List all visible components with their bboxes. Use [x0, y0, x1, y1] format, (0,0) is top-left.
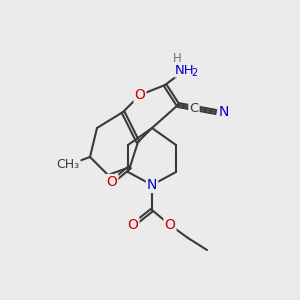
- Text: H: H: [172, 52, 182, 64]
- Text: O: O: [128, 218, 138, 232]
- Text: C: C: [189, 102, 199, 115]
- Text: O: O: [106, 175, 117, 189]
- Text: N: N: [219, 105, 229, 119]
- Text: O: O: [135, 88, 146, 102]
- Text: 2: 2: [191, 68, 197, 78]
- Text: N: N: [147, 178, 157, 192]
- Text: O: O: [165, 218, 176, 232]
- Text: CH₃: CH₃: [56, 158, 80, 172]
- Text: NH: NH: [175, 64, 195, 76]
